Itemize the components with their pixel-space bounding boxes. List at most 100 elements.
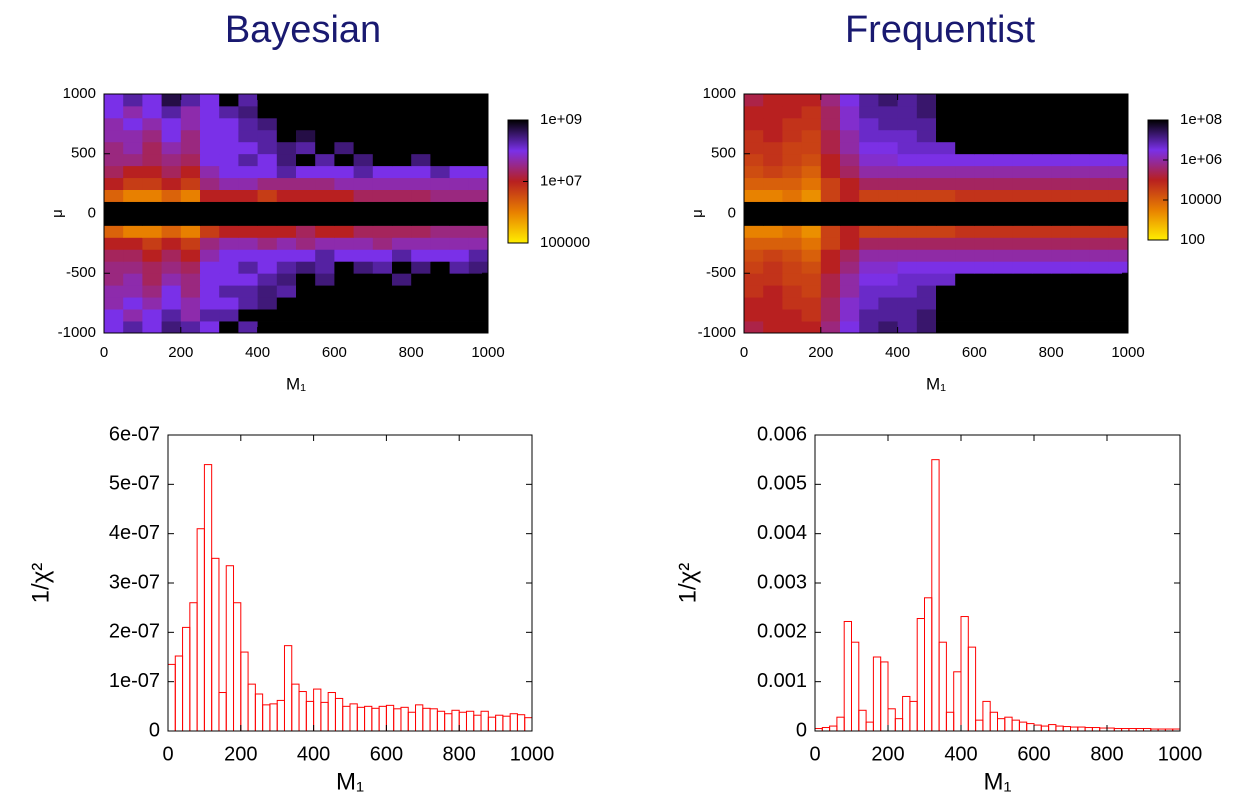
heatmap-cell [936,225,956,238]
heatmap-cell [763,297,783,310]
heatmap-cell [334,165,354,179]
heatmap-cell [161,105,182,119]
heatmap-cell [1108,249,1129,262]
heatmap-cell [878,297,898,310]
heatmap-cell [916,201,937,214]
heatmap-cell [104,297,124,310]
heatmap-cell [104,153,124,167]
heatmap-cell [897,273,918,286]
heatmap-cell [916,141,937,155]
y-tick-label: 0.006 [757,423,807,445]
heatmap-cell [257,225,278,238]
heatmap-cell [878,117,898,131]
heatmap-cell [840,153,860,167]
heatmap-cell [820,117,841,131]
heatmap-cell [955,165,975,179]
heatmap-cell [1070,94,1090,107]
heatmap-cell [840,297,860,310]
histogram-bar [480,710,489,732]
heatmap-cell [200,117,220,131]
heatmap-cell [859,297,879,310]
heatmap-cell [1108,165,1129,179]
heatmap-cell [840,309,860,322]
heatmap-cell [411,153,431,167]
heatmap-cell [411,285,431,298]
x-tick-label: 0 [162,743,173,765]
heatmap-cell [219,261,239,274]
heatmap-cell [1108,213,1129,226]
x-tick-label: 200 [168,344,193,361]
heatmap-cell [219,225,239,238]
heatmap-cell [449,285,470,298]
heatmap-cell [430,285,450,298]
heatmap-cell [430,261,450,274]
heatmap-cell [334,105,354,119]
heatmap-cell [392,177,412,190]
heatmap-cell [123,273,143,286]
heatmap-cell [878,189,898,202]
heatmap-cell [1012,165,1033,179]
heatmap-cell [782,273,802,286]
histogram-bar [924,597,933,732]
heatmap-cell [353,213,374,226]
heatmap-cell [878,321,898,334]
heatmap-cell [411,297,431,310]
heatmap-cell [353,129,374,143]
heatmap-cell [1051,285,1071,298]
histogram-bar [262,704,271,732]
y-tick-label: 0 [728,204,736,221]
heatmap-cell [392,321,412,334]
heatmap-cell [1032,261,1052,274]
heatmap-cell [974,285,994,298]
heatmap-cell [296,189,316,202]
heatmap-cell [123,321,143,334]
heatmap-cell [353,249,374,262]
heatmap-cell [372,285,393,298]
heatmap-cell [993,165,1014,179]
heatmap-cell [468,117,489,131]
heatmap-cell [104,273,124,286]
heatmap-cell [936,285,956,298]
heatmap-cell [296,213,316,226]
heatmap-cell [1032,273,1052,286]
histogram-bar [829,725,838,732]
heatmap-cell [840,237,860,250]
x-tick-label: 1000 [471,344,504,361]
histogram-bar [196,528,205,732]
heatmap-cell [744,297,764,310]
heatmap-cell [859,189,879,202]
heatmap-cell [142,177,162,190]
y-tick-label: -1000 [698,324,736,341]
heatmap-cell [200,141,220,155]
heatmap-cell [1089,261,1110,274]
heatmap-cell [142,309,162,322]
heatmap-cell [1012,261,1033,274]
heatmap-cell [180,225,201,238]
heatmap-cell [1012,153,1033,167]
heatmap-cell [897,321,918,334]
histogram-bar [211,557,220,732]
heatmap-cell [955,237,975,250]
heatmap-cell [878,273,898,286]
heatmap-cell [353,165,374,179]
heatmap-cell [878,261,898,274]
heatmap-cell [916,297,937,310]
heatmap-cell [801,285,822,298]
histogram-bar [1026,723,1035,732]
heatmap-cell [1089,129,1110,143]
heatmap-cell [180,141,201,155]
heatmap-cell [372,129,393,143]
heatmap-cell [161,237,182,250]
heatmap-cell [449,94,470,107]
histogram-bar [400,706,409,732]
heatmap-cell [180,321,201,334]
heatmap-cell [1070,165,1090,179]
heatmap-cell [1051,94,1071,107]
heatmap-cell [200,201,220,214]
heatmap-cell [936,177,956,190]
x-tick-label: 800 [1090,743,1123,765]
heatmap-cell [257,141,278,155]
histogram-bar [233,602,242,732]
heatmap-cell [392,129,412,143]
heatmap-cell [801,213,822,226]
